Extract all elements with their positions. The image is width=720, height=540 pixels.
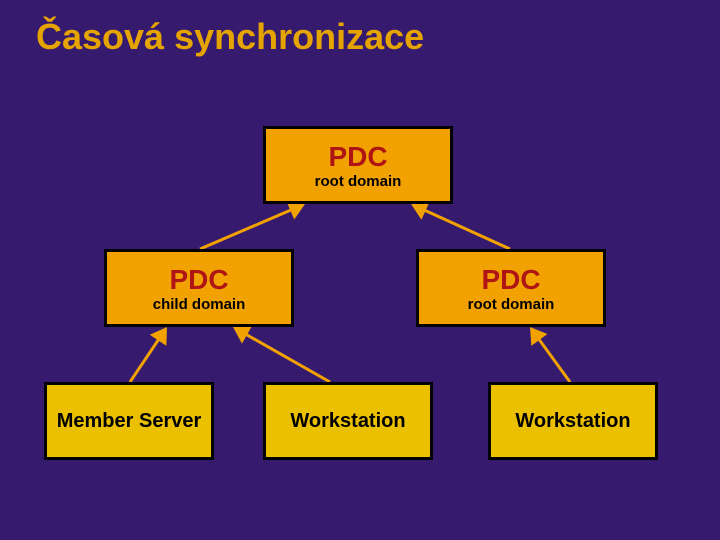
slide: Časová synchronizace PDC root domain PDC…	[0, 0, 720, 540]
node-subtitle: root domain	[468, 296, 555, 313]
node-label: Workstation	[282, 410, 413, 433]
node-pdc-child: PDC child domain	[104, 249, 294, 327]
node-pdc-root-top: PDC root domain	[263, 126, 453, 204]
node-subtitle: child domain	[153, 296, 246, 313]
slide-title: Časová synchronizace	[36, 16, 424, 58]
node-member-server: Member Server	[44, 382, 214, 460]
node-workstation-2: Workstation	[488, 382, 658, 460]
node-label: Workstation	[507, 410, 638, 433]
node-label: Member Server	[49, 410, 210, 433]
node-pdc-root-right: PDC root domain	[416, 249, 606, 327]
node-title: PDC	[169, 264, 228, 296]
node-workstation-1: Workstation	[263, 382, 433, 460]
node-title: PDC	[328, 141, 387, 173]
node-subtitle: root domain	[315, 173, 402, 190]
node-title: PDC	[481, 264, 540, 296]
